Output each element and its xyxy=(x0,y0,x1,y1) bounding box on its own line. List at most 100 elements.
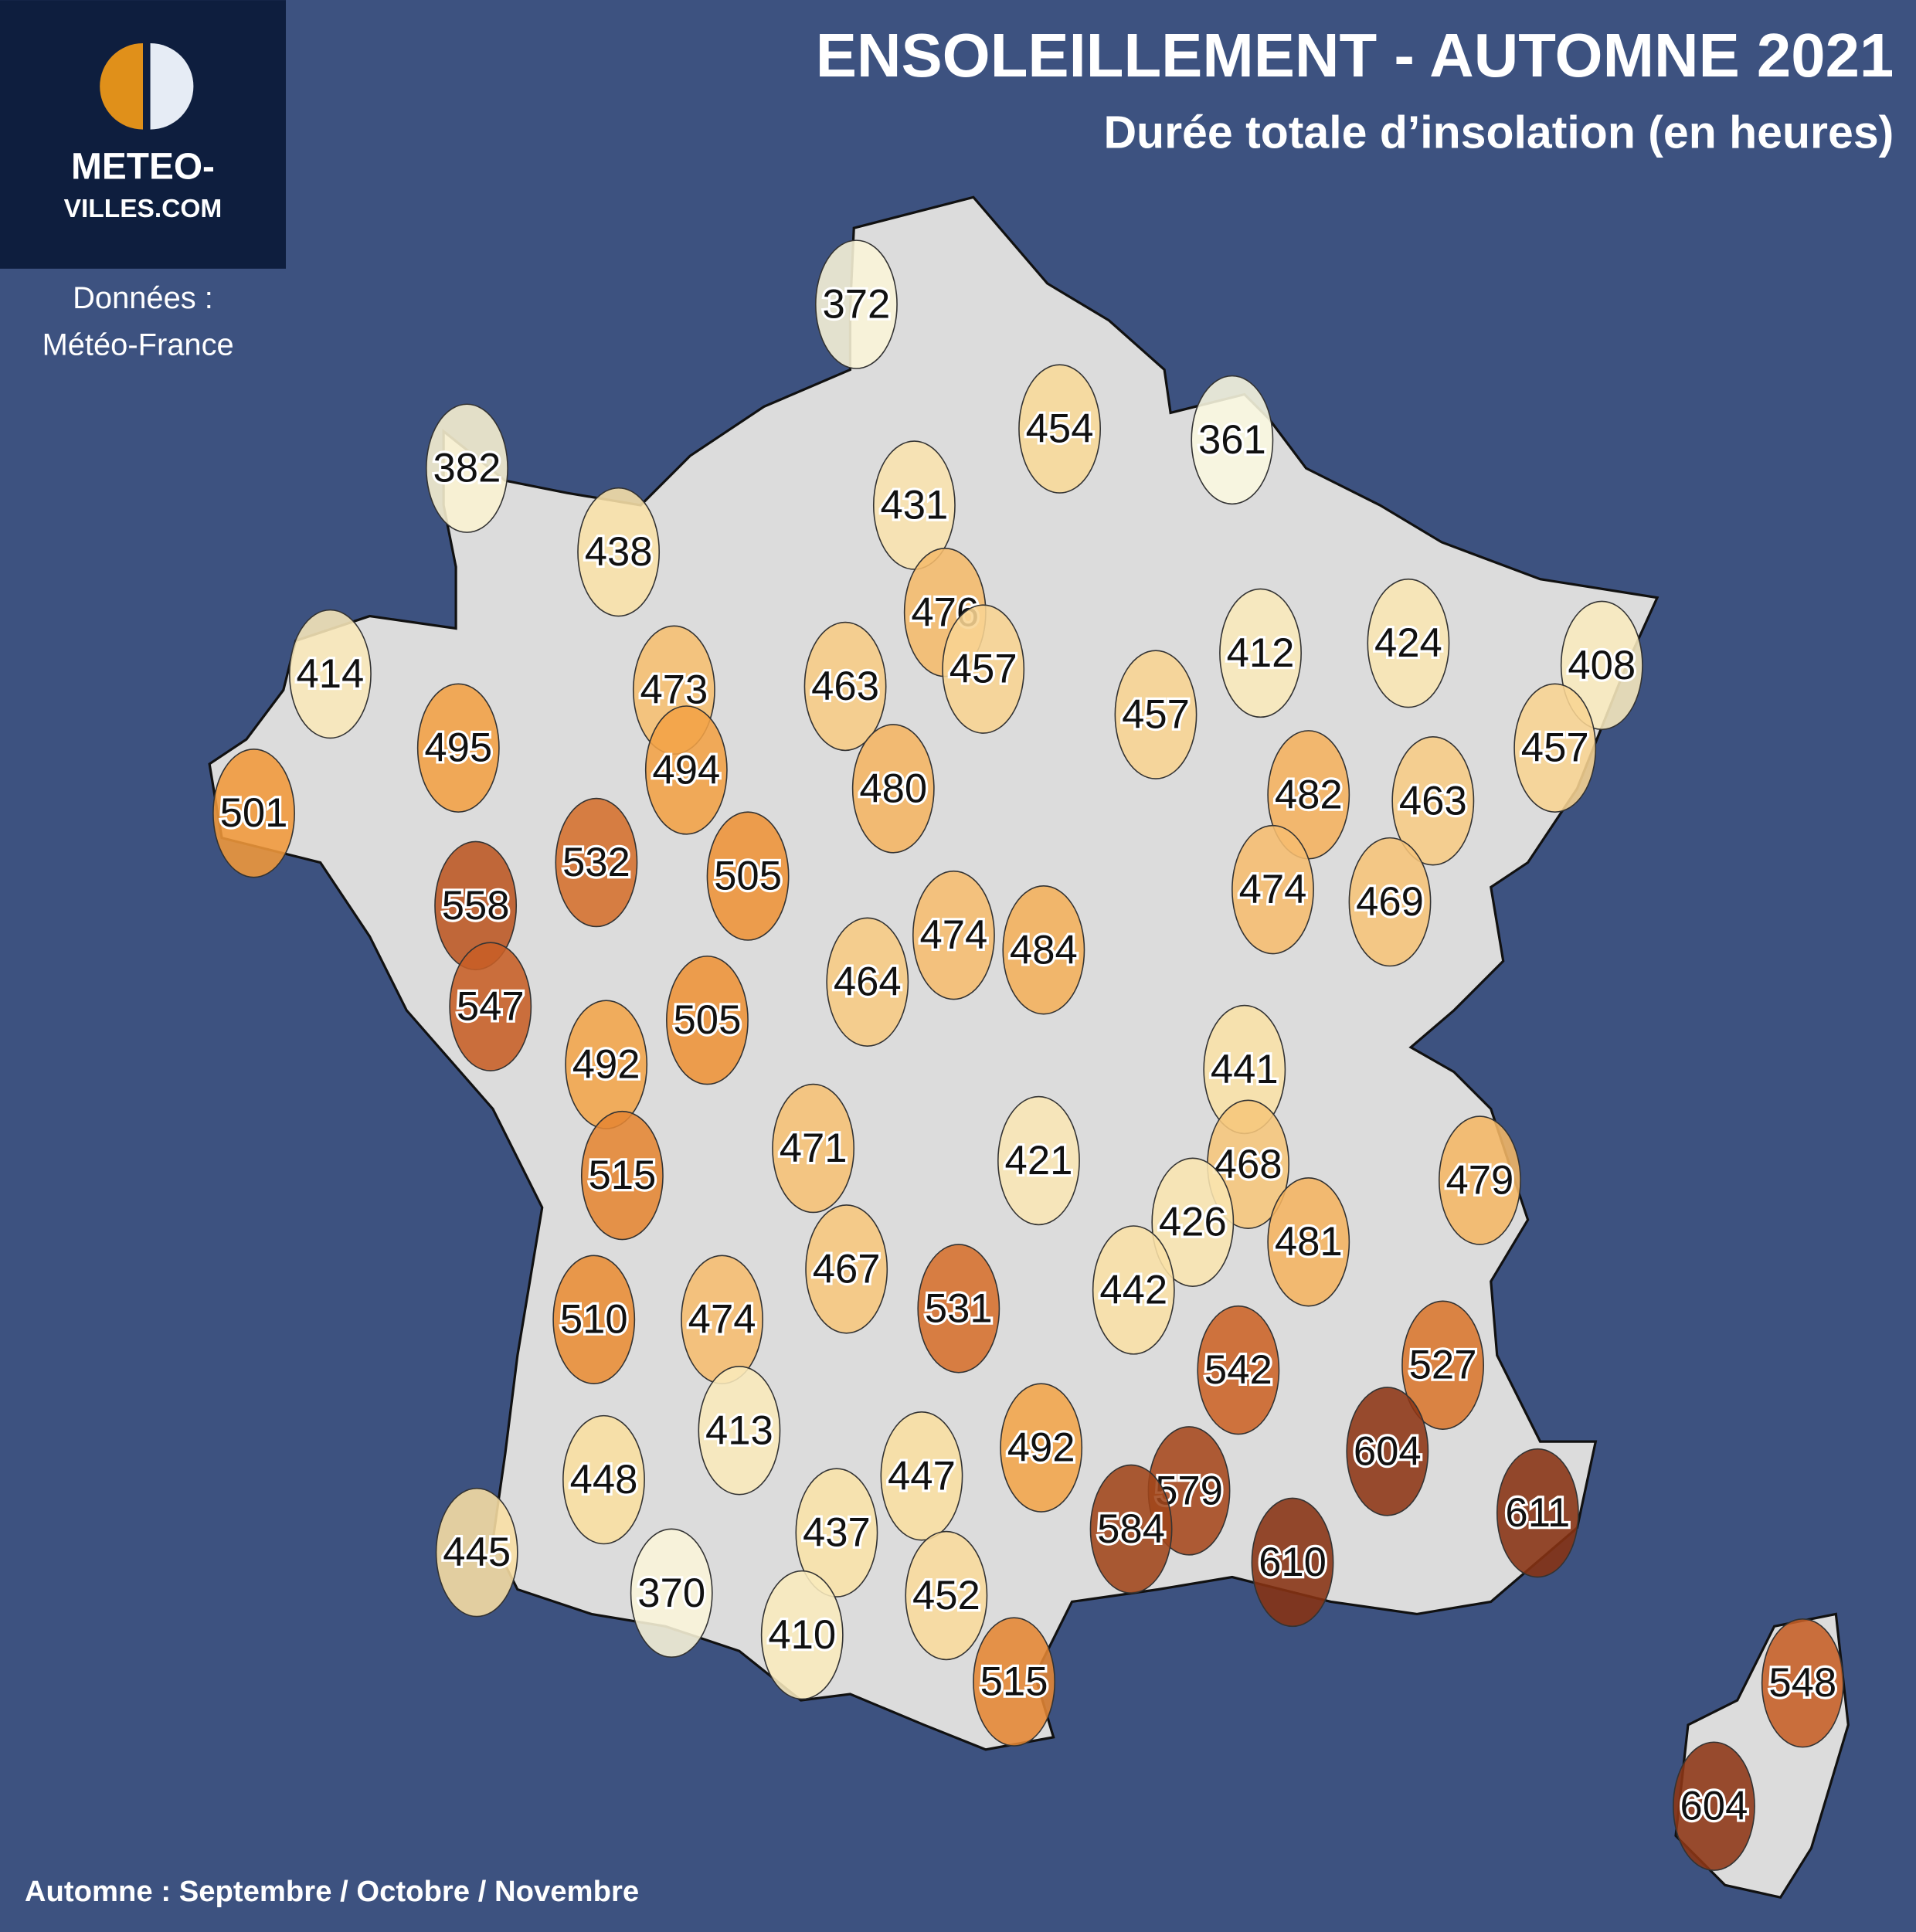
station-value: 454 xyxy=(1026,406,1094,452)
source: Météo-France xyxy=(42,328,234,362)
station-marker xyxy=(814,239,898,369)
station-marker xyxy=(1346,1387,1429,1516)
station-value: 547 xyxy=(457,984,525,1030)
station-value: 515 xyxy=(588,1153,656,1198)
footer: Automne : Septembre / Octobre / Novembre xyxy=(25,1875,639,1908)
logo-icon xyxy=(150,42,194,130)
station-value: 438 xyxy=(585,529,653,575)
logo-text: VILLES.COM xyxy=(64,195,223,223)
station-value: 361 xyxy=(1198,417,1266,463)
station-value: 480 xyxy=(859,766,927,811)
station-marker xyxy=(1151,1157,1235,1287)
station-marker xyxy=(1000,1383,1083,1513)
station-marker xyxy=(1219,588,1302,718)
station-value: 610 xyxy=(1259,1540,1327,1585)
station-marker xyxy=(1191,375,1274,505)
station-value: 515 xyxy=(980,1659,1048,1705)
station-value: 421 xyxy=(1005,1138,1073,1183)
station-value: 495 xyxy=(424,725,492,771)
station-value: 471 xyxy=(780,1126,848,1171)
station-marker xyxy=(577,487,661,617)
station-value: 604 xyxy=(1354,1428,1422,1474)
station-marker xyxy=(851,724,935,854)
station-marker xyxy=(1231,824,1314,955)
station-marker xyxy=(942,604,1025,734)
station-marker xyxy=(872,440,956,570)
station-marker xyxy=(1348,837,1432,967)
station-value: 474 xyxy=(920,912,988,958)
station-value: 484 xyxy=(1010,927,1078,973)
station-value: 532 xyxy=(562,840,630,885)
station-marker xyxy=(1438,1115,1521,1245)
station-value: 441 xyxy=(1211,1047,1279,1092)
station-value: 452 xyxy=(912,1573,980,1618)
station-marker xyxy=(1251,1497,1334,1628)
title: ENSOLEILLEMENT - AUTOMNE 2021 xyxy=(816,21,1894,90)
station-value: 382 xyxy=(433,446,501,491)
station-marker xyxy=(1513,683,1597,813)
station-marker xyxy=(1089,1464,1173,1594)
station-value: 492 xyxy=(1007,1425,1075,1471)
station-marker xyxy=(435,1487,518,1618)
station-marker xyxy=(706,811,790,941)
station-marker xyxy=(905,1530,988,1661)
station-value: 481 xyxy=(1275,1219,1343,1265)
station-marker xyxy=(288,609,372,739)
station-value: 431 xyxy=(880,483,948,528)
station-marker xyxy=(1560,600,1643,731)
station-marker xyxy=(416,683,500,813)
station-marker xyxy=(803,621,887,752)
station-value: 473 xyxy=(640,667,708,713)
station-value: 494 xyxy=(652,747,720,793)
station-value: 426 xyxy=(1159,1200,1227,1245)
station-value: 479 xyxy=(1446,1158,1514,1204)
station-value: 370 xyxy=(637,1570,705,1616)
station-marker xyxy=(644,705,728,835)
station-marker xyxy=(666,955,749,1085)
logo-box xyxy=(0,0,287,269)
station-value: 412 xyxy=(1227,630,1295,676)
station-value: 424 xyxy=(1374,620,1442,666)
station-marker xyxy=(1092,1225,1175,1355)
station-value: 548 xyxy=(1768,1660,1836,1706)
station-value: 505 xyxy=(714,854,782,899)
station-marker xyxy=(912,870,995,1000)
station-value: 505 xyxy=(674,997,742,1043)
station-value: 611 xyxy=(1505,1490,1570,1536)
station-marker xyxy=(1114,650,1198,779)
station-marker xyxy=(1391,736,1475,866)
station-value: 414 xyxy=(297,651,365,697)
logo-icon xyxy=(100,42,144,130)
subtitle: Durée totale d’insolation (en heures) xyxy=(1103,107,1894,158)
station-marker xyxy=(552,1255,636,1384)
station-value: 542 xyxy=(1204,1347,1272,1393)
station-value: 482 xyxy=(1275,772,1343,817)
station-value: 447 xyxy=(888,1453,956,1499)
station-marker xyxy=(562,1414,645,1545)
station-value: 558 xyxy=(442,883,510,929)
station-marker xyxy=(880,1411,963,1541)
station-marker xyxy=(1761,1618,1844,1748)
station-value: 408 xyxy=(1568,643,1636,688)
station-marker xyxy=(630,1528,713,1659)
station-marker xyxy=(1002,885,1085,1015)
station-marker xyxy=(426,403,508,533)
station-value: 474 xyxy=(688,1297,756,1343)
station-marker xyxy=(555,797,638,928)
station-value: 457 xyxy=(950,647,1017,692)
station-value: 437 xyxy=(803,1510,871,1556)
station-value: 445 xyxy=(443,1530,511,1575)
station-marker xyxy=(1367,578,1450,708)
station-marker xyxy=(212,749,295,878)
station-marker xyxy=(772,1083,855,1214)
station-value: 469 xyxy=(1356,879,1424,925)
station-value: 463 xyxy=(811,664,879,709)
station-value: 372 xyxy=(823,282,891,328)
station-value: 463 xyxy=(1399,778,1467,823)
station-marker xyxy=(917,1244,1000,1373)
station-marker xyxy=(795,1468,878,1598)
station-marker xyxy=(698,1366,781,1496)
logo-text: METEO- xyxy=(71,146,215,187)
station-value: 604 xyxy=(1680,1784,1748,1829)
